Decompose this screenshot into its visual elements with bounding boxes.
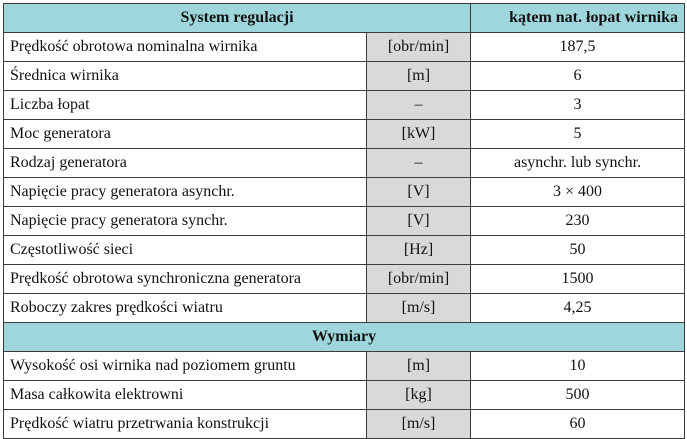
row-label: Napięcie pracy generatora asynchr.	[3, 177, 367, 207]
row-unit: [m]	[365, 61, 472, 91]
row-unit: [kW]	[365, 119, 472, 149]
row-value: 3 × 400	[470, 177, 686, 207]
table-row: Średnica wirnika [m] 6	[3, 61, 686, 91]
row-unit: –	[365, 148, 472, 178]
row-unit: [m/s]	[365, 293, 472, 323]
table-row: Masa całkowita elektrowni [kg] 500	[3, 380, 686, 410]
section-header-row: Wymiary	[2, 322, 686, 352]
row-label: Liczba łopat	[3, 90, 367, 120]
row-value: 3	[470, 90, 686, 120]
table-row: Prędkość wiatru przetrwania konstrukcji …	[3, 409, 686, 439]
spec-table: System regulacji kątem nat. łopat wirnik…	[2, 3, 686, 439]
table-row: Moc generatora [kW] 5	[3, 119, 686, 149]
row-value: 1500	[470, 264, 686, 294]
row-value: 6	[470, 61, 686, 91]
header-system: System regulacji	[2, 3, 472, 33]
row-value: 4,25	[470, 293, 686, 323]
row-value: 10	[470, 351, 686, 381]
row-label: Średnica wirnika	[3, 61, 367, 91]
table-row: Prędkość obrotowa nominalna wirnika [obr…	[3, 32, 686, 62]
section-title-dimensions: Wymiary	[2, 322, 686, 352]
row-unit: [m]	[365, 351, 472, 381]
row-label: Roboczy zakres prędkości wiatru	[3, 293, 367, 323]
row-unit: [m/s]	[365, 409, 472, 439]
row-unit: [obr/min]	[365, 264, 472, 294]
table-row: Liczba łopat – 3	[3, 90, 686, 120]
row-label: Wysokość osi wirnika nad poziomem gruntu	[3, 351, 367, 381]
table-row: Rodzaj generatora – asynchr. lub synchr.	[3, 148, 686, 178]
table-row: Napięcie pracy generatora asynchr. [V] 3…	[3, 177, 686, 207]
row-unit: [obr/min]	[365, 32, 472, 62]
row-unit: [V]	[365, 206, 472, 236]
row-value: 187,5	[470, 32, 686, 62]
table-row: Wysokość osi wirnika nad poziomem gruntu…	[3, 351, 686, 381]
table-row: Napięcie pracy generatora synchr. [V] 23…	[3, 206, 686, 236]
row-value: 60	[470, 409, 686, 439]
row-label: Prędkość obrotowa nominalna wirnika	[3, 32, 367, 62]
row-unit: [V]	[365, 177, 472, 207]
table-row: Częstotliwość sieci [Hz] 50	[3, 235, 686, 265]
header-type: kątem nat. łopat wirnika	[470, 3, 686, 33]
table-row: Roboczy zakres prędkości wiatru [m/s] 4,…	[3, 293, 686, 323]
header-row: System regulacji kątem nat. łopat wirnik…	[2, 3, 686, 33]
row-value: 50	[470, 235, 686, 265]
row-value: 230	[470, 206, 686, 236]
table-row: Prędkość obrotowa synchroniczna generato…	[3, 264, 686, 294]
row-label: Prędkość obrotowa synchroniczna generato…	[3, 264, 367, 294]
row-label: Częstotliwość sieci	[3, 235, 367, 265]
row-label: Napięcie pracy generatora synchr.	[3, 206, 367, 236]
row-label: Rodzaj generatora	[3, 148, 367, 178]
row-label: Prędkość wiatru przetrwania konstrukcji	[3, 409, 367, 439]
row-value: 500	[470, 380, 686, 410]
row-value: 5	[470, 119, 686, 149]
row-unit: –	[365, 90, 472, 120]
row-unit: [Hz]	[365, 235, 472, 265]
row-label: Moc generatora	[3, 119, 367, 149]
row-value: asynchr. lub synchr.	[470, 148, 686, 178]
row-label: Masa całkowita elektrowni	[3, 380, 367, 410]
row-unit: [kg]	[365, 380, 472, 410]
